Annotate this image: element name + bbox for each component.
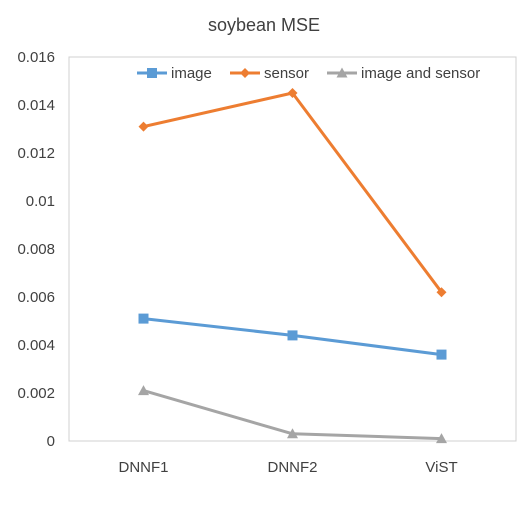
legend-label: image: [171, 65, 212, 82]
data-point: [287, 330, 298, 341]
legend-marker: [336, 67, 348, 78]
data-point: [436, 349, 447, 360]
data-point: [436, 433, 447, 444]
y-tick-label: 0: [47, 433, 55, 450]
y-tick-label: 0.002: [17, 385, 55, 402]
x-axis: DNNF1 DNNF2 ViST: [118, 459, 457, 476]
data-point: [138, 385, 149, 396]
chart-title: soybean MSE: [208, 15, 320, 35]
legend-marker: [240, 68, 250, 78]
data-point: [287, 428, 298, 439]
y-tick-label: 0.012: [17, 145, 55, 162]
x-tick-label: DNNF2: [267, 459, 317, 476]
series-image-and-sensor: [138, 385, 447, 444]
data-point: [436, 287, 447, 298]
y-tick-label: 0.008: [17, 241, 55, 258]
legend-marker: [147, 68, 157, 78]
data-point: [287, 88, 298, 98]
x-tick-label: ViST: [425, 459, 457, 476]
x-tick-label: DNNF1: [118, 459, 168, 476]
y-tick-label: 0.014: [17, 97, 55, 114]
y-axis: 0 0.002 0.004 0.006 0.008 0.01 0.012 0.014 0.016: [17, 49, 55, 450]
y-tick-label: 0.01: [26, 193, 55, 210]
legend-item: image: [137, 65, 212, 82]
data-point: [138, 313, 149, 324]
legend-item: sensor: [230, 65, 309, 82]
legend: image sensor image and sensor: [137, 65, 480, 82]
y-tick-label: 0.004: [17, 337, 55, 354]
y-tick-label: 0.006: [17, 289, 55, 306]
plot-area: [68, 56, 517, 442]
y-tick-label: 0.016: [17, 49, 55, 66]
legend-label: image and sensor: [361, 65, 480, 82]
series-layer: [138, 88, 447, 444]
legend-label: sensor: [264, 65, 309, 82]
legend-item: image and sensor: [327, 65, 480, 82]
plot-border: [68, 56, 517, 442]
series-image: [138, 313, 447, 360]
series-line: [143, 91, 443, 294]
data-point: [138, 121, 149, 132]
series-sensor: [138, 88, 447, 298]
